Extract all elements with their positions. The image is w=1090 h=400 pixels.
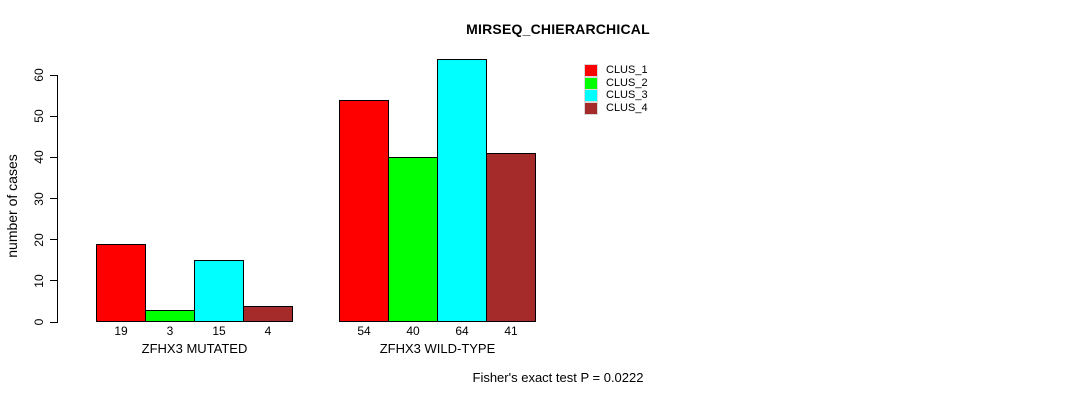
y-tick-mark bbox=[50, 74, 57, 76]
bar-clus_1-zfhx3-mutated bbox=[96, 244, 146, 322]
y-tick-mark bbox=[50, 239, 57, 241]
legend-swatch-clus_1 bbox=[584, 64, 598, 77]
bar-clus_3-zfhx3-mutated bbox=[194, 260, 244, 322]
y-tick-mark bbox=[50, 321, 57, 323]
bar-clus_3-zfhx3-wild-type bbox=[437, 59, 487, 322]
bar-value-label: 41 bbox=[504, 324, 518, 338]
legend-item-clus_3: CLUS_3 bbox=[584, 89, 648, 102]
y-axis-label: number of cases bbox=[4, 154, 20, 258]
bar-clus_2-zfhx3-mutated bbox=[145, 310, 195, 322]
bar-value-label: 4 bbox=[264, 324, 272, 338]
bar-value-label: 15 bbox=[212, 324, 226, 338]
y-tick-mark bbox=[50, 198, 57, 199]
y-tick-label: 10 bbox=[32, 274, 46, 288]
bar-value-label: 54 bbox=[357, 324, 371, 338]
y-tick-mark bbox=[50, 156, 57, 158]
legend-label: CLUS_1 bbox=[606, 64, 648, 76]
y-tick-label: 0 bbox=[32, 318, 46, 326]
y-tick-label: 20 bbox=[32, 232, 46, 247]
y-axis-line bbox=[57, 75, 58, 323]
bar-value-label: 40 bbox=[406, 324, 420, 338]
chart-title: MIRSEQ_CHIERARCHICAL bbox=[466, 21, 650, 37]
y-tick-label: 40 bbox=[32, 150, 46, 165]
bar-value-label: 19 bbox=[114, 324, 128, 338]
group-label-zfhx3-mutated: ZFHX3 MUTATED bbox=[141, 341, 248, 356]
y-tick-mark bbox=[50, 280, 57, 282]
y-tick-label: 60 bbox=[32, 68, 46, 82]
y-tick-label: 50 bbox=[32, 109, 46, 123]
legend-label: CLUS_4 bbox=[606, 102, 648, 114]
legend-item-clus_2: CLUS_2 bbox=[584, 77, 648, 90]
bar-value-label: 3 bbox=[166, 324, 174, 338]
legend-item-clus_4: CLUS_4 bbox=[584, 102, 648, 115]
y-tick-mark bbox=[50, 115, 57, 117]
y-tick-label: 30 bbox=[32, 191, 46, 206]
bar-clus_4-zfhx3-wild-type bbox=[486, 153, 536, 322]
bar-clus_2-zfhx3-wild-type bbox=[388, 157, 438, 322]
fisher-test-annotation: Fisher's exact test P = 0.0222 bbox=[472, 370, 644, 385]
group-label-zfhx3-wild-type: ZFHX3 WILD-TYPE bbox=[379, 341, 496, 356]
legend-swatch-clus_3 bbox=[584, 89, 598, 102]
bar-clus_4-zfhx3-mutated bbox=[243, 306, 293, 322]
legend-swatch-clus_4 bbox=[584, 102, 598, 115]
bar-clus_1-zfhx3-wild-type bbox=[339, 100, 389, 322]
legend-item-clus_1: CLUS_1 bbox=[584, 64, 648, 77]
legend-label: CLUS_2 bbox=[606, 77, 648, 89]
legend-label: CLUS_3 bbox=[606, 89, 648, 101]
bar-value-label: 64 bbox=[455, 324, 469, 338]
